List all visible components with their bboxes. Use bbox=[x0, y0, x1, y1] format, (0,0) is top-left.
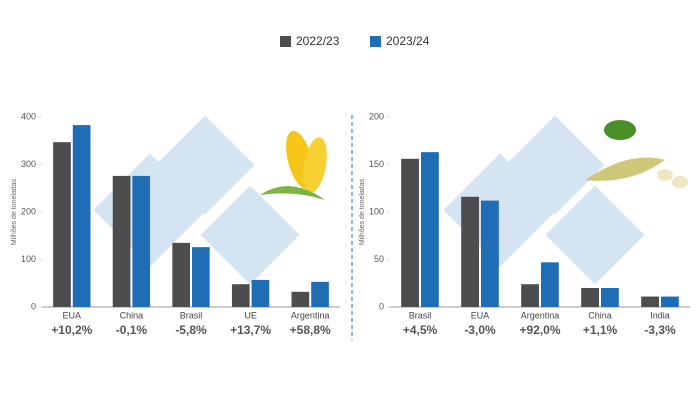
y-tick-label: 400 bbox=[21, 111, 36, 121]
x-tick-label: China bbox=[120, 310, 144, 320]
y-axis-label: Milhões de toneladas bbox=[359, 178, 366, 245]
y-tick-label: 0 bbox=[31, 301, 36, 311]
bar bbox=[461, 196, 479, 307]
x-tick-label: China bbox=[588, 310, 612, 320]
bar bbox=[172, 242, 190, 307]
x-tick-label: India bbox=[650, 310, 670, 320]
y-tick-label: 50 bbox=[374, 254, 384, 264]
change-label: +92,0% bbox=[519, 323, 560, 337]
bar bbox=[601, 288, 619, 307]
y-tick-label: 150 bbox=[369, 159, 384, 169]
bar bbox=[251, 279, 270, 307]
bar bbox=[291, 291, 310, 307]
x-tick-label: UE bbox=[244, 310, 257, 320]
y-axis-label: Milhões de toneladas bbox=[11, 178, 18, 245]
bar bbox=[641, 296, 659, 307]
change-label: -3,3% bbox=[644, 323, 676, 337]
bar bbox=[661, 296, 679, 307]
bar bbox=[112, 175, 131, 307]
x-tick-label: Brasil bbox=[180, 310, 203, 320]
x-tick-label: Argentina bbox=[521, 310, 560, 320]
legend-swatch bbox=[280, 36, 291, 47]
bar bbox=[132, 175, 151, 307]
bar bbox=[192, 247, 210, 307]
bar bbox=[541, 262, 559, 307]
y-tick-label: 300 bbox=[21, 159, 36, 169]
legend-label: 2022/23 bbox=[296, 34, 340, 48]
y-tick-label: 0 bbox=[379, 301, 384, 311]
change-label: -0,1% bbox=[116, 323, 148, 337]
bar bbox=[311, 281, 329, 307]
change-label: +4,5% bbox=[403, 323, 438, 337]
bar bbox=[53, 142, 71, 307]
y-tick-label: 200 bbox=[21, 206, 36, 216]
legend-swatch bbox=[370, 36, 381, 47]
change-label: -3,0% bbox=[464, 323, 496, 337]
corn-icon bbox=[260, 130, 327, 200]
x-tick-label: EUA bbox=[471, 310, 490, 320]
bar bbox=[521, 284, 539, 307]
y-tick-label: 100 bbox=[369, 206, 384, 216]
change-label: +58,8% bbox=[290, 323, 331, 337]
bar bbox=[581, 288, 599, 307]
y-tick-label: 100 bbox=[21, 254, 36, 264]
x-tick-label: EUA bbox=[63, 310, 82, 320]
bar bbox=[401, 158, 419, 307]
change-label: +13,7% bbox=[230, 323, 271, 337]
change-label: +10,2% bbox=[51, 323, 92, 337]
change-label: -5,8% bbox=[175, 323, 207, 337]
bar bbox=[72, 125, 91, 307]
change-label: +1,1% bbox=[583, 323, 618, 337]
bar bbox=[421, 152, 439, 307]
bar bbox=[231, 284, 250, 307]
x-tick-label: Brasil bbox=[409, 310, 432, 320]
bar bbox=[481, 200, 499, 307]
y-tick-label: 200 bbox=[369, 111, 384, 121]
legend-label: 2023/24 bbox=[386, 34, 430, 48]
x-tick-label: Argentina bbox=[291, 310, 330, 320]
soy-icon bbox=[585, 120, 688, 188]
